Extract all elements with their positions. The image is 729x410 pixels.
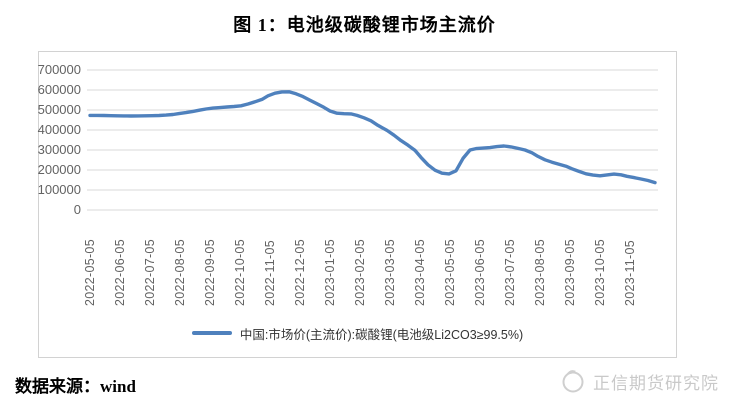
company-watermark: 正信期货研究院	[558, 366, 719, 396]
source-note: 数据来源：wind	[15, 377, 136, 396]
y-axis-tick-label: 200000	[37, 162, 81, 177]
chart-frame	[38, 51, 677, 358]
x-axis-tick-label: 2023-01-05	[323, 239, 337, 306]
legend: 中国:市场价(主流价):碳酸锂(电池级Li2CO3≥99.5%)	[38, 323, 677, 343]
x-axis-tick-label: 2023-06-05	[473, 239, 487, 306]
x-axis-tick-label: 2023-05-05	[443, 239, 457, 306]
x-axis-tick-label: 2022-10-05	[233, 239, 247, 306]
x-axis-tick-label: 2022-09-05	[203, 239, 217, 306]
y-axis-tick-label: 0	[73, 202, 81, 217]
y-axis-tick-label: 500000	[37, 102, 81, 117]
x-axis-tick-label: 2022-08-05	[173, 239, 187, 306]
gridlines	[87, 69, 658, 211]
x-axis-tick-label: 2023-09-05	[563, 239, 577, 306]
x-axis-tick-label: 2023-11-05	[623, 239, 637, 306]
y-axis-tick-label: 600000	[37, 82, 81, 97]
y-axis-tick-label: 300000	[37, 142, 81, 157]
x-axis-tick-label: 2023-02-05	[353, 239, 367, 306]
y-axis-tick-label: 400000	[37, 122, 81, 137]
x-axis-tick-label: 2022-11-05	[263, 239, 277, 306]
y-axis-tick-label: 100000	[37, 182, 81, 197]
company-logo-icon	[562, 370, 584, 393]
x-axis-tick-label: 2023-07-05	[503, 239, 517, 306]
x-axis-tick-label: 2022-06-05	[113, 239, 127, 306]
x-axis-tick-label: 2022-12-05	[293, 239, 307, 306]
x-axis-tick-label: 2022-05-05	[83, 239, 97, 306]
company-watermark-text: 正信期货研究院	[593, 373, 719, 393]
page-title: 图 1：电池级碳酸锂市场主流价	[233, 15, 496, 35]
x-axis-tick-label: 2023-10-05	[593, 239, 607, 306]
legend-line-marker	[191, 331, 232, 335]
price-line-series	[88, 90, 657, 185]
x-axis-tick-label: 2023-04-05	[413, 239, 427, 306]
legend-label: 中国:市场价(主流价):碳酸锂(电池级Li2CO3≥99.5%)	[239, 327, 524, 342]
x-axis-tick-label: 2022-07-05	[143, 239, 157, 306]
x-axis-tick-label: 2023-08-05	[533, 239, 547, 306]
y-axis-tick-label: 700000	[37, 62, 81, 77]
x-axis-tick-label: 2023-03-05	[383, 239, 397, 306]
